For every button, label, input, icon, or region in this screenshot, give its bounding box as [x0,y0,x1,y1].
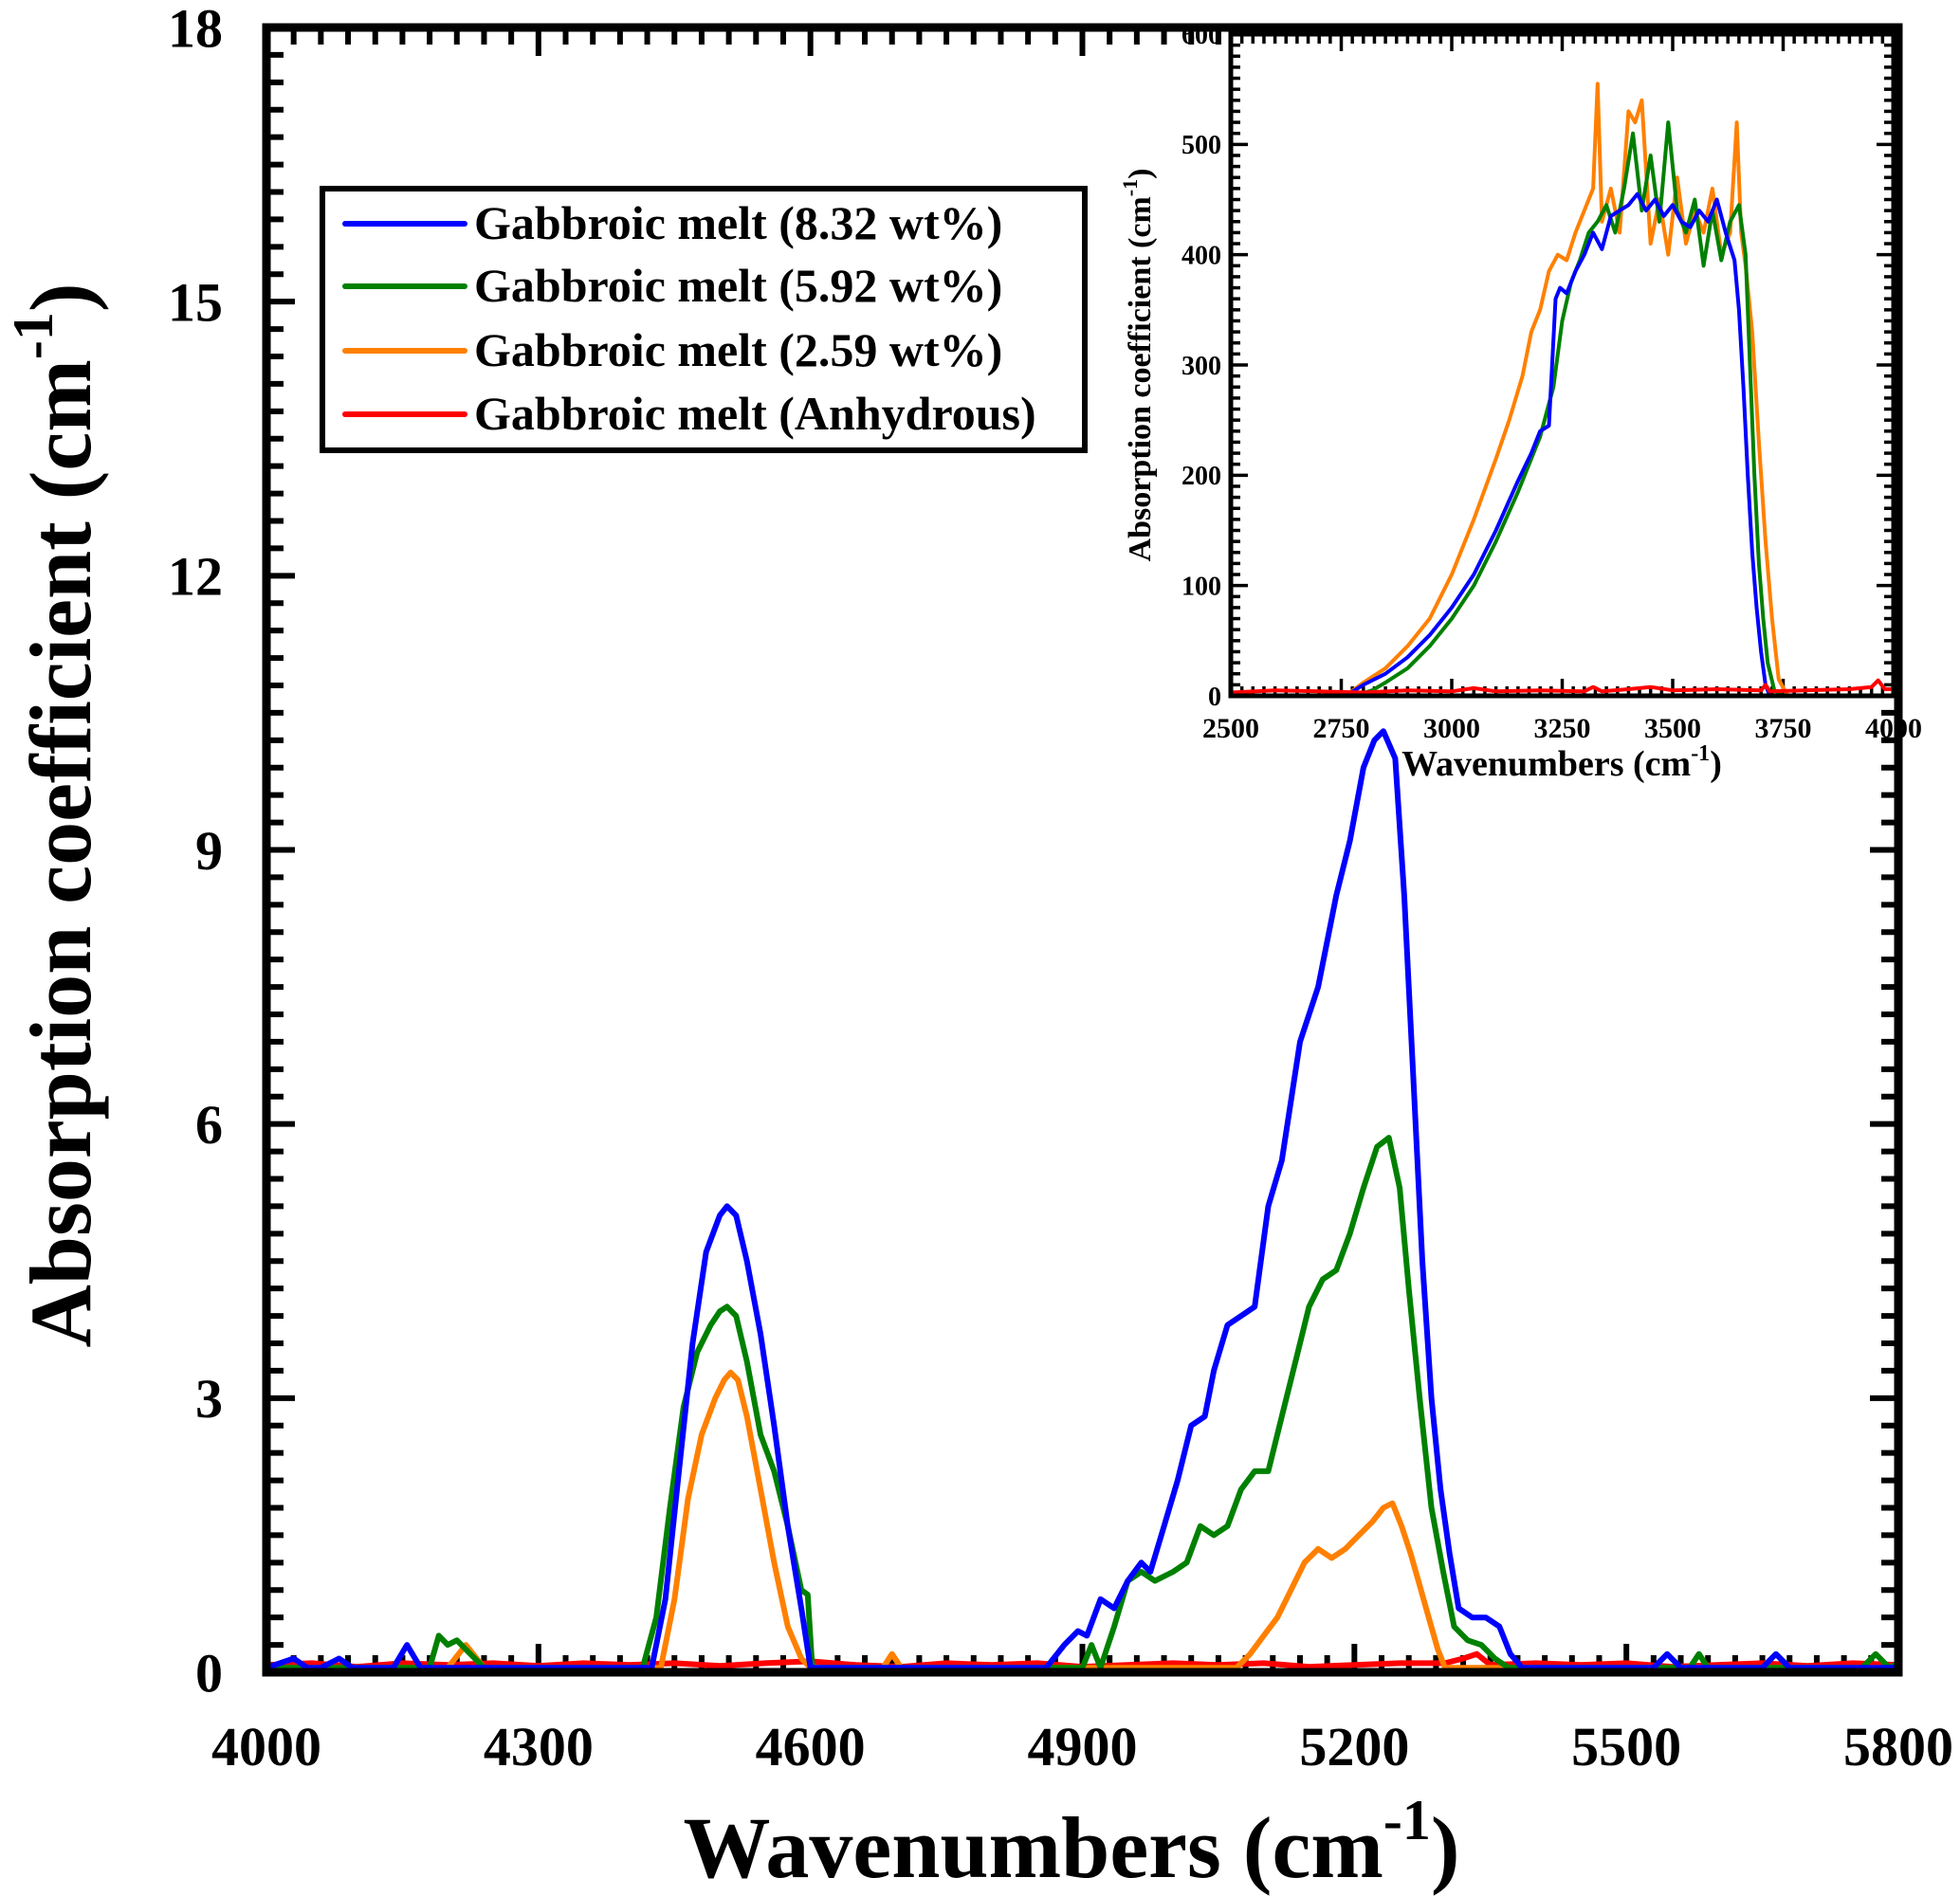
x-tick-label: 4600 [756,1716,866,1778]
series-line-gabbroic-melt-anhydrous [1229,678,1896,695]
x-tick-label: 3750 [1755,713,1812,744]
series-line-gabbroic-melt-5-92-wt [1229,120,1896,698]
main-y-axis-title-close: ) [12,283,109,312]
series-line-gabbroic-melt-8-32-wt [264,728,1901,1671]
main-x-axis-title-text: Wavenumbers (cm [683,1799,1383,1896]
y-tick-label: 0 [1208,683,1221,712]
legend-label: Gabbroic melt (Anhydrous) [474,387,1036,440]
series-line-gabbroic-melt-2-59-wt [264,1369,1901,1671]
legend-label: Gabbroic melt (8.32 wt%) [474,196,1002,249]
x-tick-label: 2500 [1202,713,1259,744]
inset-x-axis-title-superscript: -1 [1691,741,1710,766]
inset-x-axis-title-close: ) [1710,744,1722,784]
main-y-axis-title-text: Absorption coefficient (cm [12,359,109,1347]
x-tick-label: 5800 [1843,1716,1953,1778]
y-tick-label: 200 [1181,462,1221,491]
inset-y-axis-title: Absorption coefficient (cm-1) [1118,169,1158,562]
series-line-gabbroic-melt-8-32-wt [1229,191,1896,698]
legend-entry: Gabbroic melt (8.32 wt%) [342,196,1002,249]
x-tick-label: 3500 [1644,713,1701,744]
inset-y-axis-title-close: ) [1123,169,1158,179]
y-tick-label: 15 [168,271,223,333]
x-tick-label: 4300 [484,1716,594,1778]
inset-background [1231,34,1894,696]
y-tick-label: 100 [1181,572,1221,601]
legend: Gabbroic melt (8.32 wt%) Gabbroic melt (… [320,186,1088,453]
legend-entry: Gabbroic melt (2.59 wt%) [342,323,1002,376]
y-tick-label: 18 [168,0,223,59]
main-x-axis-title: Wavenumbers (cm-1) [683,1789,1459,1896]
y-tick-label: 3 [195,1368,223,1430]
x-tick-label: 4000 [1865,713,1922,744]
legend-entry: Gabbroic melt (5.92 wt%) [342,259,1002,312]
main-series-group [264,728,1901,1671]
y-tick-label: 6 [195,1094,223,1156]
x-tick-label: 4900 [1028,1716,1138,1778]
y-tick-label: 300 [1181,352,1221,381]
inset-x-tick-labels: 2500 2750 3000 3250 3500 3750 4000 [1202,713,1922,744]
main-x-tick-labels: 4000 4300 4600 4900 5200 5500 5800 [211,1716,1953,1778]
y-tick-label: 500 [1181,131,1221,160]
main-y-axis-title-superscript: -1 [2,312,64,359]
series-line-gabbroic-melt-5-92-wt [264,1135,1901,1671]
x-tick-label: 5500 [1571,1716,1681,1778]
inset-x-axis-title: Wavenumbers (cm-1) [1401,741,1722,784]
legend-entry: Gabbroic melt (Anhydrous) [342,387,1036,440]
inset-x-axis-title-text: Wavenumbers (cm [1401,744,1691,784]
x-tick-label: 3000 [1423,713,1480,744]
main-y-tick-labels: 0 3 6 9 12 15 18 [168,0,223,1704]
inset-y-axis-title-superscript: -1 [1118,179,1142,196]
main-y-axis-title: Absorption coefficient (cm-1) [2,283,109,1347]
x-tick-label: 4000 [211,1716,321,1778]
x-tick-label: 3250 [1534,713,1591,744]
inset-plot-frame [1228,31,1896,699]
main-x-axis-title-close: ) [1431,1799,1460,1896]
y-tick-label: 9 [195,820,223,882]
y-tick-label: 400 [1181,241,1221,270]
inset-series-group [1229,82,1896,698]
legend-label: Gabbroic melt (5.92 wt%) [474,259,1002,312]
y-tick-label: 600 [1181,21,1221,50]
main-plot-frame [262,23,1903,1677]
legend-label: Gabbroic melt (2.59 wt%) [474,323,1002,376]
y-tick-label: 0 [195,1642,223,1704]
legend-frame [320,186,1088,453]
x-tick-label: 5200 [1299,1716,1409,1778]
inset-y-tick-labels: 0 100 200 300 400 500 600 [1181,21,1221,712]
inset-y-axis-title-text: Absorption coefficient (cm [1123,196,1158,561]
x-tick-label: 2750 [1313,713,1370,744]
inset-plot: 2500 2750 3000 3250 3500 3750 4000 0 100 200 300 4… [1118,21,1922,784]
main-x-axis-title-superscript: -1 [1383,1789,1431,1851]
y-tick-label: 12 [168,546,223,608]
